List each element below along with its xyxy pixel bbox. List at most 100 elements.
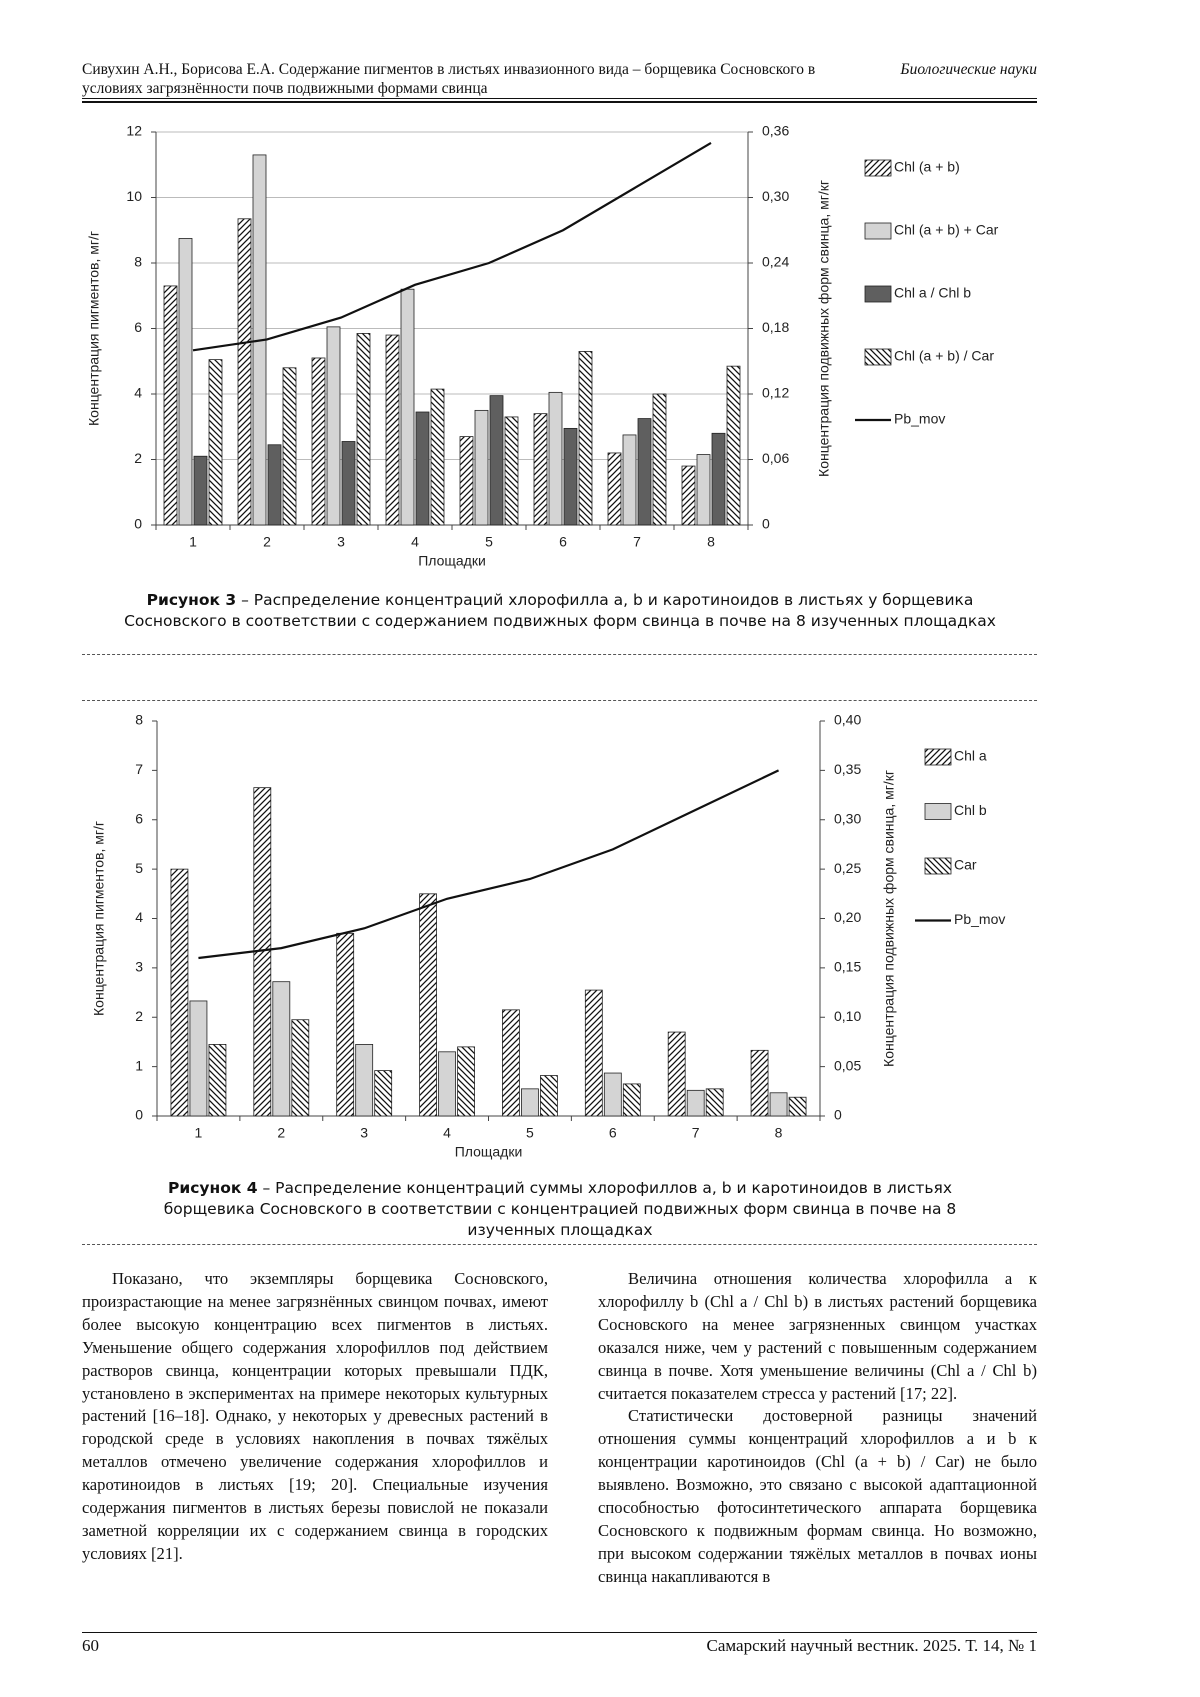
bar bbox=[439, 1052, 456, 1116]
legend-swatch bbox=[865, 160, 891, 176]
y2-tick-label: 0,20 bbox=[834, 909, 861, 925]
bar bbox=[312, 358, 325, 525]
y-tick-label: 12 bbox=[126, 123, 142, 139]
legend-label: Pb_mov bbox=[954, 911, 1005, 927]
y-tick-label: 8 bbox=[134, 254, 142, 270]
bar bbox=[401, 289, 414, 525]
journal-name: Самарский научный вестник. 2025. Т. 14, … bbox=[600, 1636, 1037, 1656]
y-tick-label: 0 bbox=[135, 1107, 143, 1123]
bar bbox=[194, 456, 207, 525]
x-tick-label: 6 bbox=[559, 534, 567, 550]
x-tick-label: 2 bbox=[277, 1125, 285, 1141]
separator bbox=[82, 654, 1037, 655]
y-tick-label: 7 bbox=[135, 761, 143, 777]
x-tick-label: 8 bbox=[707, 534, 715, 550]
legend-swatch bbox=[925, 804, 951, 820]
x-tick-label: 8 bbox=[775, 1125, 783, 1141]
y2-tick-label: 0,15 bbox=[834, 959, 861, 975]
bar bbox=[521, 1089, 538, 1116]
bar bbox=[579, 351, 592, 525]
y2-tick-label: 0,18 bbox=[762, 319, 789, 335]
bar bbox=[209, 1044, 226, 1116]
legend-label: Chl (a + b) + Car bbox=[894, 222, 999, 238]
bar bbox=[356, 1044, 373, 1116]
running-title: Сивухин А.Н., Борисова Е.А. Содержание п… bbox=[82, 60, 872, 98]
legend-swatch bbox=[865, 286, 891, 302]
legend-swatch bbox=[865, 223, 891, 239]
x-tick-label: 4 bbox=[443, 1125, 451, 1141]
bar bbox=[770, 1093, 787, 1116]
x-tick-label: 3 bbox=[360, 1125, 368, 1141]
bar bbox=[475, 410, 488, 525]
bar bbox=[697, 455, 710, 525]
x-tick-label: 5 bbox=[526, 1125, 534, 1141]
y2-axis-title: Концентрация подвижных форм свинца, мг/к… bbox=[881, 770, 897, 1067]
legend-swatch bbox=[865, 349, 891, 365]
legend-label: Car bbox=[954, 857, 977, 873]
x-tick-label: 3 bbox=[337, 534, 345, 550]
legend-label: Pb_mov bbox=[894, 411, 945, 427]
bar bbox=[623, 435, 636, 525]
y2-tick-label: 0,12 bbox=[762, 385, 789, 401]
y2-tick-label: 0,25 bbox=[834, 860, 861, 876]
bar bbox=[292, 1020, 309, 1116]
bar bbox=[540, 1076, 557, 1116]
y-tick-label: 2 bbox=[135, 1008, 143, 1024]
figure-4-chart: 01234567800,050,100,150,200,250,300,350,… bbox=[0, 705, 1200, 1175]
bar bbox=[682, 466, 695, 525]
y2-tick-label: 0 bbox=[834, 1107, 842, 1123]
bar bbox=[458, 1047, 475, 1116]
caption-text: – Распределение концентраций суммы хлоро… bbox=[164, 1179, 957, 1239]
figure-3-chart: 02468101200,060,120,180,240,300,36123456… bbox=[0, 115, 1200, 590]
bar bbox=[687, 1090, 704, 1116]
y-axis-title: Концентрация пигментов, мг/г bbox=[86, 231, 102, 426]
bar bbox=[375, 1071, 392, 1116]
legend-label: Chl (a + b) / Car bbox=[894, 348, 994, 364]
line-series bbox=[198, 770, 778, 958]
bar bbox=[179, 238, 192, 525]
y2-tick-label: 0,36 bbox=[762, 123, 789, 139]
bar bbox=[668, 1032, 685, 1116]
x-tick-label: 6 bbox=[609, 1125, 617, 1141]
y2-tick-label: 0,24 bbox=[762, 254, 789, 270]
y-tick-label: 10 bbox=[126, 188, 142, 204]
bar bbox=[604, 1073, 621, 1116]
bar bbox=[238, 219, 251, 525]
caption-text: – Распределение концентраций хлорофилла … bbox=[124, 591, 996, 630]
x-tick-label: 7 bbox=[692, 1125, 700, 1141]
x-tick-label: 5 bbox=[485, 534, 493, 550]
bar bbox=[727, 366, 740, 525]
legend-label: Chl b bbox=[954, 802, 987, 818]
paragraph: Величина отношения количества хлорофилла… bbox=[598, 1268, 1037, 1405]
line-series bbox=[193, 143, 711, 350]
y2-tick-label: 0,35 bbox=[834, 761, 861, 777]
y-tick-label: 4 bbox=[135, 909, 143, 925]
bar bbox=[534, 414, 547, 525]
section-name: Биологические науки bbox=[900, 60, 1037, 79]
x-axis-title: Площадки bbox=[455, 1144, 523, 1160]
y-tick-label: 8 bbox=[135, 712, 143, 728]
y2-axis-title: Концентрация подвижных форм свинца, мг/к… bbox=[816, 180, 832, 477]
y-axis-title: Концентрация пигментов, мг/г bbox=[91, 821, 107, 1016]
x-tick-label: 2 bbox=[263, 534, 271, 550]
bar bbox=[164, 286, 177, 525]
y-tick-label: 3 bbox=[135, 959, 143, 975]
bar bbox=[549, 392, 562, 525]
y2-tick-label: 0,10 bbox=[834, 1008, 861, 1024]
text-column: Показано, что экземпляры борщевика Сосно… bbox=[82, 1268, 548, 1566]
bar bbox=[416, 412, 429, 525]
separator bbox=[82, 1244, 1037, 1245]
legend-label: Chl a / Chl b bbox=[894, 285, 971, 301]
bar bbox=[623, 1084, 640, 1116]
bar bbox=[638, 419, 651, 525]
caption-label: Рисунок 4 bbox=[168, 1179, 258, 1197]
bar bbox=[171, 869, 188, 1116]
y2-tick-label: 0,05 bbox=[834, 1057, 861, 1073]
legend-label: Chl (a + b) bbox=[894, 159, 960, 175]
bar bbox=[386, 335, 399, 525]
bar bbox=[608, 453, 621, 525]
y2-tick-label: 0,30 bbox=[762, 188, 789, 204]
bar bbox=[712, 433, 725, 525]
header-rule bbox=[82, 98, 1037, 103]
